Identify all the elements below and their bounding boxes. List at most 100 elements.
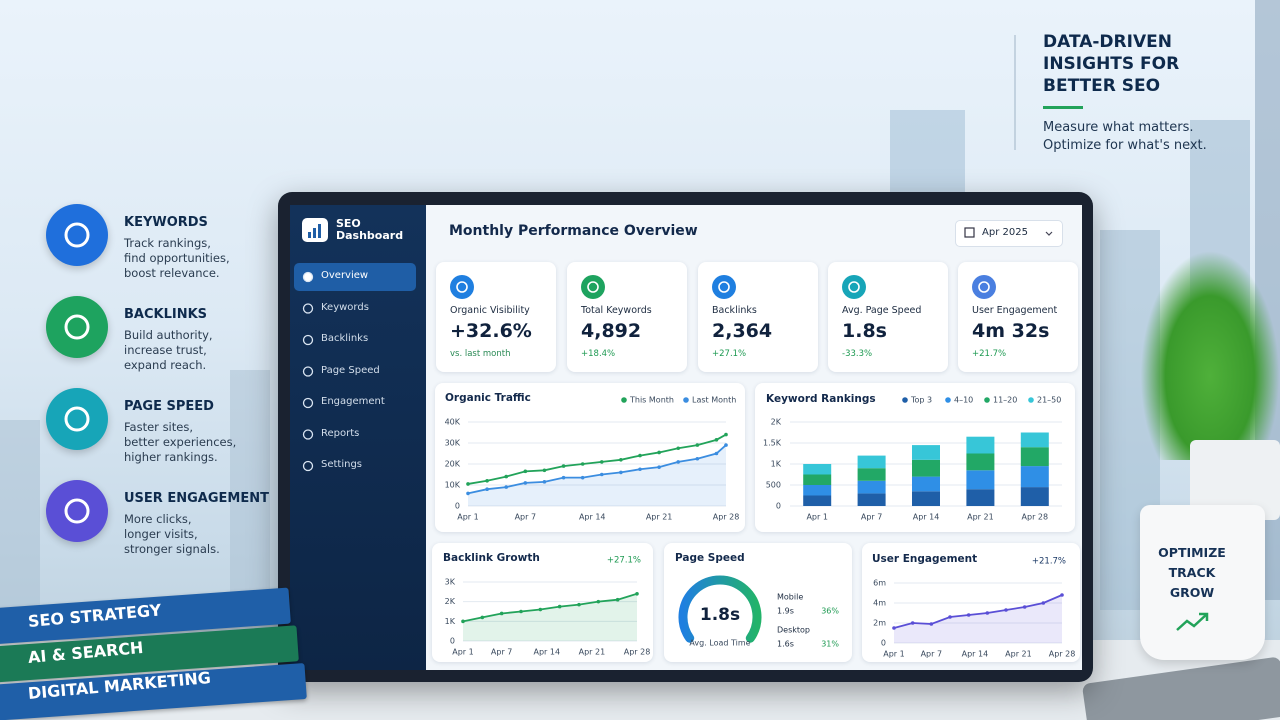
legend-dot xyxy=(621,397,627,403)
feature-line: find opportunities, xyxy=(124,251,230,265)
y-tick-label: 1K xyxy=(771,460,782,469)
kpi-icon-glyph xyxy=(978,281,990,293)
x-tick-label: Apr 14 xyxy=(533,648,560,657)
kpi-change: -33.3% xyxy=(842,349,873,359)
building xyxy=(230,370,270,620)
x-tick-label: Apr 28 xyxy=(1049,650,1076,659)
feature-line: longer visits, xyxy=(124,527,198,541)
point xyxy=(1022,605,1027,609)
icon-glyph xyxy=(64,222,90,248)
nav-icon xyxy=(302,397,314,409)
nav-icon xyxy=(302,366,314,377)
legend-dot xyxy=(945,397,951,403)
nav-icon xyxy=(302,271,314,283)
point xyxy=(676,446,681,451)
kpi-change: +18.4% xyxy=(581,349,616,359)
point xyxy=(724,443,728,447)
bar-segment xyxy=(1020,487,1049,506)
y-tick-label: 2m xyxy=(873,619,886,628)
speed-label: Mobile xyxy=(777,593,803,602)
badge: +21.7% xyxy=(1032,557,1066,567)
point xyxy=(657,450,661,455)
x-tick-label: Apr 7 xyxy=(861,513,882,522)
point xyxy=(1004,608,1008,612)
kpi-label: Organic Visibility xyxy=(450,305,530,316)
x-tick-label: Apr 21 xyxy=(967,513,994,522)
brand-text: SEO xyxy=(336,217,361,230)
card xyxy=(435,383,745,532)
y-tick-label: 0 xyxy=(881,639,886,648)
kpi-label: Backlinks xyxy=(712,305,757,316)
point xyxy=(485,479,489,483)
y-tick-label: 2K xyxy=(445,597,456,606)
headline-line: Measure what matters. xyxy=(1043,120,1194,135)
bar-segment xyxy=(803,474,832,485)
nav-item[interactable]: Page Speed xyxy=(321,364,380,376)
kpi-value: 2,364 xyxy=(712,320,773,342)
y-tick-label: 0 xyxy=(455,502,460,511)
feature-line: increase trust, xyxy=(124,343,207,357)
point xyxy=(599,472,604,477)
x-tick-label: Apr 28 xyxy=(624,648,651,657)
point xyxy=(599,460,604,464)
speed-value: 1.6s xyxy=(777,640,794,649)
y-tick-label: 500 xyxy=(766,481,781,490)
point xyxy=(615,597,620,602)
x-tick-label: Apr 14 xyxy=(962,650,989,659)
nav-icon xyxy=(302,334,314,346)
legend-dot xyxy=(984,397,990,403)
bar-segment xyxy=(803,495,832,506)
x-tick-label: Apr 7 xyxy=(491,648,512,657)
y-tick-label: 1K xyxy=(445,617,456,626)
point xyxy=(724,432,728,437)
kpi-icon xyxy=(972,275,996,299)
y-tick-label: 2K xyxy=(771,418,782,427)
kpi-change: vs. last month xyxy=(450,349,511,359)
point xyxy=(966,613,971,617)
kpi-icon xyxy=(450,275,474,299)
date[interactable]: Apr 2025 xyxy=(982,227,1028,238)
nav-item[interactable]: Overview xyxy=(321,270,369,281)
mug-arrow xyxy=(1176,612,1209,631)
point xyxy=(892,626,896,630)
point xyxy=(499,611,504,616)
mug-text: OPTIMIZE xyxy=(1158,545,1226,560)
point xyxy=(695,456,700,461)
y-tick-label: 0 xyxy=(450,637,455,646)
speed-change: 31% xyxy=(821,640,839,649)
nav-item[interactable]: Engagement xyxy=(321,396,385,407)
feature-line: boost relevance. xyxy=(124,266,220,280)
calendar-icon xyxy=(964,227,975,238)
gauge-caption: Avg. Load Time xyxy=(689,639,750,648)
kpi-icon-glyph xyxy=(456,281,468,293)
nav-item[interactable]: Settings xyxy=(321,459,363,470)
nav-item[interactable]: Keywords xyxy=(321,301,369,313)
mug-text: TRACK xyxy=(1168,565,1216,580)
y-tick-label: 30K xyxy=(445,439,461,448)
nav-item[interactable]: Backlinks xyxy=(321,333,369,344)
point xyxy=(504,474,509,479)
kpi-icon xyxy=(712,275,736,299)
x-tick-label: Apr 7 xyxy=(921,650,942,659)
point xyxy=(542,468,547,473)
chevron xyxy=(1045,231,1053,236)
point xyxy=(577,602,581,607)
kpi-label: Avg. Page Speed xyxy=(842,305,922,316)
legend-label: 11–20 xyxy=(993,396,1017,405)
x-tick-label: Apr 1 xyxy=(806,513,827,522)
arrow-line xyxy=(1176,613,1208,631)
bar-segment xyxy=(1020,432,1049,448)
icon-glyph xyxy=(64,498,90,524)
bar-segment xyxy=(966,436,995,454)
point xyxy=(485,487,489,492)
bar-segment xyxy=(803,464,832,475)
date-box xyxy=(955,220,1063,247)
point xyxy=(466,491,470,496)
point xyxy=(638,453,642,458)
card-title: Keyword Rankings xyxy=(766,393,876,405)
feature-title: KEYWORDS xyxy=(124,215,208,230)
headline-title: DATA-DRIVEN xyxy=(1043,32,1172,52)
nav-item[interactable]: Reports xyxy=(321,427,360,439)
